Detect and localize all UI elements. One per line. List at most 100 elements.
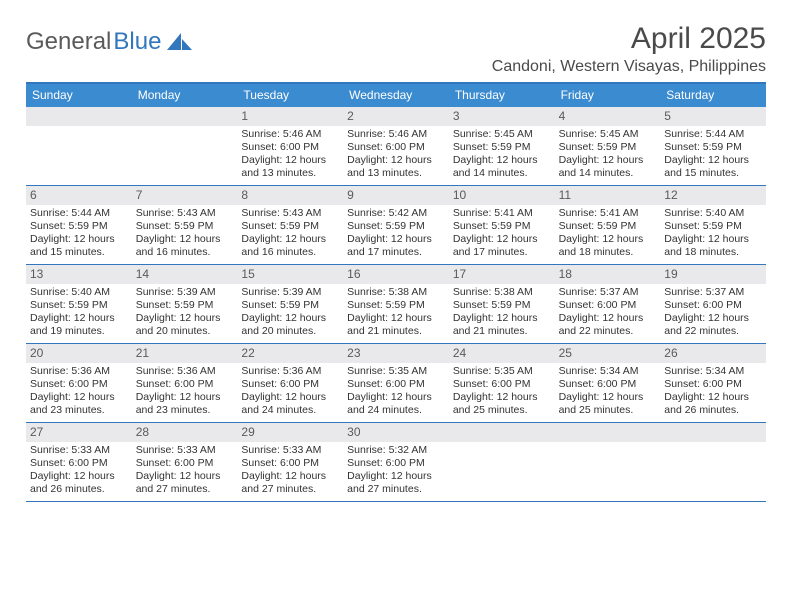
day-number: 5 <box>660 107 766 126</box>
daylight-line: Daylight: 12 hours and 27 minutes. <box>136 470 234 496</box>
day-number: 8 <box>237 186 343 205</box>
sunrise-line: Sunrise: 5:43 AM <box>241 207 339 220</box>
sunset-line: Sunset: 5:59 PM <box>241 299 339 312</box>
daylight-line: Daylight: 12 hours and 26 minutes. <box>664 391 762 417</box>
sunset-line: Sunset: 6:00 PM <box>347 378 445 391</box>
day-details: Sunrise: 5:39 AMSunset: 5:59 PMDaylight:… <box>132 284 238 343</box>
daylight-line: Daylight: 12 hours and 23 minutes. <box>136 391 234 417</box>
day-details: Sunrise: 5:44 AMSunset: 5:59 PMDaylight:… <box>660 126 766 185</box>
daylight-line: Daylight: 12 hours and 17 minutes. <box>347 233 445 259</box>
sunset-line: Sunset: 6:00 PM <box>664 299 762 312</box>
sunrise-line: Sunrise: 5:40 AM <box>30 286 128 299</box>
day-details: Sunrise: 5:45 AMSunset: 5:59 PMDaylight:… <box>449 126 555 185</box>
sunset-line: Sunset: 5:59 PM <box>241 220 339 233</box>
logo-sail-icon <box>167 33 193 51</box>
sunset-line: Sunset: 6:00 PM <box>30 378 128 391</box>
daylight-line: Daylight: 12 hours and 26 minutes. <box>30 470 128 496</box>
daylight-line: Daylight: 12 hours and 19 minutes. <box>30 312 128 338</box>
day-details: Sunrise: 5:33 AMSunset: 6:00 PMDaylight:… <box>26 442 132 501</box>
day-number: 20 <box>26 344 132 363</box>
weekday-header: Tuesday <box>237 84 343 107</box>
day-number: 23 <box>343 344 449 363</box>
day-details: Sunrise: 5:33 AMSunset: 6:00 PMDaylight:… <box>132 442 238 501</box>
day-number: 3 <box>449 107 555 126</box>
sunset-line: Sunset: 6:00 PM <box>241 457 339 470</box>
calendar-cell: 23Sunrise: 5:35 AMSunset: 6:00 PMDayligh… <box>343 344 449 422</box>
sunset-line: Sunset: 6:00 PM <box>241 141 339 154</box>
sunrise-line: Sunrise: 5:37 AM <box>559 286 657 299</box>
daylight-line: Daylight: 12 hours and 23 minutes. <box>30 391 128 417</box>
day-details: Sunrise: 5:41 AMSunset: 5:59 PMDaylight:… <box>449 205 555 264</box>
day-details: Sunrise: 5:35 AMSunset: 6:00 PMDaylight:… <box>343 363 449 422</box>
sunrise-line: Sunrise: 5:45 AM <box>559 128 657 141</box>
logo-text-blue: Blue <box>113 28 161 56</box>
calendar-cell: 3Sunrise: 5:45 AMSunset: 5:59 PMDaylight… <box>449 107 555 185</box>
calendar-cell: 22Sunrise: 5:36 AMSunset: 6:00 PMDayligh… <box>237 344 343 422</box>
day-details: Sunrise: 5:32 AMSunset: 6:00 PMDaylight:… <box>343 442 449 501</box>
calendar-cell: 21Sunrise: 5:36 AMSunset: 6:00 PMDayligh… <box>132 344 238 422</box>
daylight-line: Daylight: 12 hours and 27 minutes. <box>241 470 339 496</box>
weekday-header: Monday <box>132 84 238 107</box>
daylight-line: Daylight: 12 hours and 20 minutes. <box>241 312 339 338</box>
sunrise-line: Sunrise: 5:36 AM <box>241 365 339 378</box>
sunset-line: Sunset: 6:00 PM <box>136 457 234 470</box>
calendar-cell: 2Sunrise: 5:46 AMSunset: 6:00 PMDaylight… <box>343 107 449 185</box>
calendar-week-row: 1Sunrise: 5:46 AMSunset: 6:00 PMDaylight… <box>26 107 766 186</box>
day-details: Sunrise: 5:34 AMSunset: 6:00 PMDaylight:… <box>555 363 661 422</box>
calendar-week-row: 27Sunrise: 5:33 AMSunset: 6:00 PMDayligh… <box>26 423 766 502</box>
weekday-header: Sunday <box>26 84 132 107</box>
sunrise-line: Sunrise: 5:42 AM <box>347 207 445 220</box>
day-details: Sunrise: 5:38 AMSunset: 5:59 PMDaylight:… <box>449 284 555 343</box>
calendar-cell: 13Sunrise: 5:40 AMSunset: 5:59 PMDayligh… <box>26 265 132 343</box>
sunset-line: Sunset: 5:59 PM <box>453 299 551 312</box>
sunrise-line: Sunrise: 5:36 AM <box>136 365 234 378</box>
sunrise-line: Sunrise: 5:46 AM <box>241 128 339 141</box>
sunrise-line: Sunrise: 5:45 AM <box>453 128 551 141</box>
calendar-cell: 7Sunrise: 5:43 AMSunset: 5:59 PMDaylight… <box>132 186 238 264</box>
day-number: 26 <box>660 344 766 363</box>
day-number: 22 <box>237 344 343 363</box>
weekday-header: Wednesday <box>343 84 449 107</box>
day-details: Sunrise: 5:42 AMSunset: 5:59 PMDaylight:… <box>343 205 449 264</box>
calendar-cell: 24Sunrise: 5:35 AMSunset: 6:00 PMDayligh… <box>449 344 555 422</box>
day-number <box>555 423 661 442</box>
sunrise-line: Sunrise: 5:33 AM <box>30 444 128 457</box>
calendar-cell: 14Sunrise: 5:39 AMSunset: 5:59 PMDayligh… <box>132 265 238 343</box>
day-number: 27 <box>26 423 132 442</box>
day-number: 2 <box>343 107 449 126</box>
calendar-cell: 5Sunrise: 5:44 AMSunset: 5:59 PMDaylight… <box>660 107 766 185</box>
day-number: 19 <box>660 265 766 284</box>
calendar-cell: 29Sunrise: 5:33 AMSunset: 6:00 PMDayligh… <box>237 423 343 501</box>
title-block: April 2025 Candoni, Western Visayas, Phi… <box>492 22 766 76</box>
sunrise-line: Sunrise: 5:41 AM <box>559 207 657 220</box>
calendar-cell: 1Sunrise: 5:46 AMSunset: 6:00 PMDaylight… <box>237 107 343 185</box>
day-details: Sunrise: 5:34 AMSunset: 6:00 PMDaylight:… <box>660 363 766 422</box>
calendar-cell: 17Sunrise: 5:38 AMSunset: 5:59 PMDayligh… <box>449 265 555 343</box>
calendar-week-row: 20Sunrise: 5:36 AMSunset: 6:00 PMDayligh… <box>26 344 766 423</box>
day-number: 17 <box>449 265 555 284</box>
sunset-line: Sunset: 6:00 PM <box>136 378 234 391</box>
title-location: Candoni, Western Visayas, Philippines <box>492 58 766 76</box>
calendar-cell: 25Sunrise: 5:34 AMSunset: 6:00 PMDayligh… <box>555 344 661 422</box>
day-number: 13 <box>26 265 132 284</box>
day-details: Sunrise: 5:36 AMSunset: 6:00 PMDaylight:… <box>132 363 238 422</box>
daylight-line: Daylight: 12 hours and 18 minutes. <box>664 233 762 259</box>
sunset-line: Sunset: 6:00 PM <box>453 378 551 391</box>
daylight-line: Daylight: 12 hours and 16 minutes. <box>136 233 234 259</box>
logo: GeneralBlue <box>26 22 193 56</box>
sunset-line: Sunset: 5:59 PM <box>453 141 551 154</box>
sunset-line: Sunset: 5:59 PM <box>664 220 762 233</box>
sunset-line: Sunset: 5:59 PM <box>136 299 234 312</box>
day-number: 28 <box>132 423 238 442</box>
sunset-line: Sunset: 6:00 PM <box>241 378 339 391</box>
daylight-line: Daylight: 12 hours and 16 minutes. <box>241 233 339 259</box>
daylight-line: Daylight: 12 hours and 27 minutes. <box>347 470 445 496</box>
daylight-line: Daylight: 12 hours and 14 minutes. <box>559 154 657 180</box>
sunrise-line: Sunrise: 5:38 AM <box>453 286 551 299</box>
weekday-header-row: Sunday Monday Tuesday Wednesday Thursday… <box>26 84 766 107</box>
day-number: 7 <box>132 186 238 205</box>
sunset-line: Sunset: 5:59 PM <box>347 299 445 312</box>
daylight-line: Daylight: 12 hours and 25 minutes. <box>559 391 657 417</box>
daylight-line: Daylight: 12 hours and 22 minutes. <box>664 312 762 338</box>
sunrise-line: Sunrise: 5:32 AM <box>347 444 445 457</box>
